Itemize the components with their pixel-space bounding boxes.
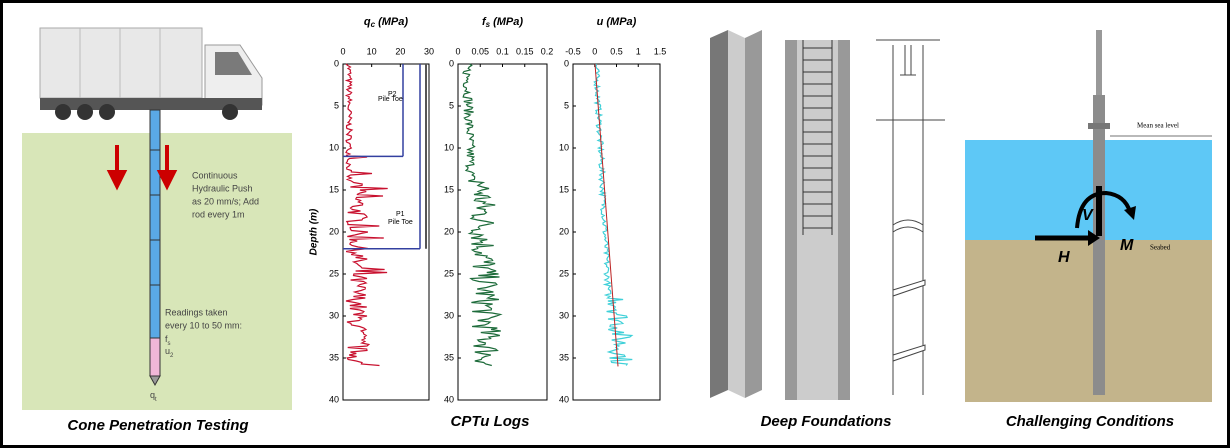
unit: (MPa) [493, 16, 523, 28]
x-tick-label: 0.2 [541, 46, 554, 56]
push-arrow [106, 145, 128, 191]
h-arrow [1088, 230, 1100, 246]
unit: (MPa) [606, 16, 636, 28]
note: rod every 1m [192, 209, 245, 219]
y-tick-label: 35 [559, 352, 569, 362]
caption: Challenging Conditions [1006, 413, 1174, 430]
cptu-panel: CPTu Logs Depth (m) qc (MPa)0 10 20 30051015… [298, 16, 690, 430]
y-tick-label: 40 [444, 394, 454, 404]
caption: Deep Foundations [761, 413, 892, 430]
symbol: u2 [165, 346, 174, 358]
symbol: qt [150, 390, 157, 402]
label: Seabed [1150, 244, 1171, 252]
y-tick-label: 10 [559, 142, 569, 152]
y-tick-label: 35 [444, 352, 454, 362]
symbol: f [482, 16, 487, 28]
h-pile [710, 30, 728, 398]
y-tick-label: 40 [559, 394, 569, 404]
pile-sketch [876, 39, 945, 395]
note: as 20 mm/s; Add [192, 196, 259, 206]
trend [594, 63, 619, 367]
note: Continuous [192, 170, 238, 180]
subscript: s [486, 20, 491, 29]
x-tick-label: 0 [340, 46, 345, 56]
x-tick-label: 1.5 [654, 46, 667, 56]
y-tick-label: 35 [329, 352, 339, 362]
caption: Cone Penetration Testing [67, 417, 248, 434]
y-tick-label: 15 [444, 184, 454, 194]
y-tick-label: 10 [444, 142, 454, 152]
y-tick-label: 30 [329, 310, 339, 320]
x-tick-label: 0 [455, 46, 460, 56]
symbol: fs [165, 334, 171, 346]
annotation: Pile Toe [378, 96, 403, 103]
symbol: q [364, 16, 371, 28]
y-tick-label: 0 [334, 58, 339, 68]
water [965, 140, 1212, 240]
y-tick-label: 15 [329, 184, 339, 194]
plot-title: fs (MPa) [482, 16, 523, 29]
y-tick-label: 5 [449, 100, 454, 110]
subscript: c [371, 20, 376, 29]
y-tick-label: 20 [329, 226, 339, 236]
depth-label: Depth (m) [309, 208, 320, 255]
note: Readings taken [165, 307, 228, 317]
moment-arrow [1075, 190, 1132, 229]
y-tick-label: 5 [564, 100, 569, 110]
y-tick-label: 0 [449, 58, 454, 68]
y-tick-label: 25 [559, 268, 569, 278]
x-tick-label: -0.5 [565, 46, 581, 56]
caption: CPTu Logs [451, 413, 530, 430]
annotation: Pile Toe [388, 219, 413, 226]
note: Hydraulic Push [192, 183, 253, 193]
y-tick-label: 20 [559, 226, 569, 236]
x-tick-label: 0.5 [610, 46, 623, 56]
chassis [40, 98, 262, 110]
seabed [965, 240, 1212, 402]
tower [1096, 30, 1102, 130]
x-tick-label: 0.1 [496, 46, 509, 56]
y-tick-label: 5 [334, 100, 339, 110]
y-tick-label: 25 [444, 268, 454, 278]
cone [149, 337, 161, 377]
trace [462, 63, 503, 367]
monopile [1093, 95, 1105, 395]
rod [149, 109, 161, 339]
offshore-panel: Mean sea level Seabed V M H Challenging … [965, 18, 1212, 430]
cpt-panel: Continuous Hydraulic Push as 20 mm/s; Ad… [22, 18, 292, 434]
label: Mean sea level [1137, 122, 1179, 130]
x-tick-label: 20 [395, 46, 405, 56]
y-tick-label: 30 [559, 310, 569, 320]
label: M [1120, 237, 1134, 254]
y-tick-label: 40 [329, 394, 339, 404]
annotation: P1 [396, 211, 405, 218]
label: H [1058, 249, 1070, 266]
x-tick-label: 10 [367, 46, 377, 56]
symbol: u [597, 16, 604, 28]
y-tick-label: 25 [329, 268, 339, 278]
pile-line [343, 64, 421, 250]
x-tick-label: 30 [424, 46, 434, 56]
trace [344, 63, 388, 367]
y-tick-label: 30 [444, 310, 454, 320]
push-arrow [156, 145, 178, 191]
x-tick-label: 0.05 [471, 46, 489, 56]
y-tick-label: 0 [564, 58, 569, 68]
annotation: P2 [388, 91, 397, 98]
plot-title: qc (MPa) [364, 16, 408, 29]
x-tick-label: 0 [592, 46, 597, 56]
y-tick-label: 20 [444, 226, 454, 236]
x-tick-label: 0.15 [516, 46, 534, 56]
foundations-panel: Deep Foundations [710, 30, 945, 430]
note: every 10 to 50 mm: [165, 320, 242, 330]
plot-title: u (MPa) [597, 16, 637, 28]
label: V [1082, 207, 1094, 224]
x-tick-label: 1 [636, 46, 641, 56]
y-tick-label: 10 [329, 142, 339, 152]
y-tick-label: 15 [559, 184, 569, 194]
truck-box [39, 27, 203, 99]
unit: (MPa) [378, 16, 408, 28]
